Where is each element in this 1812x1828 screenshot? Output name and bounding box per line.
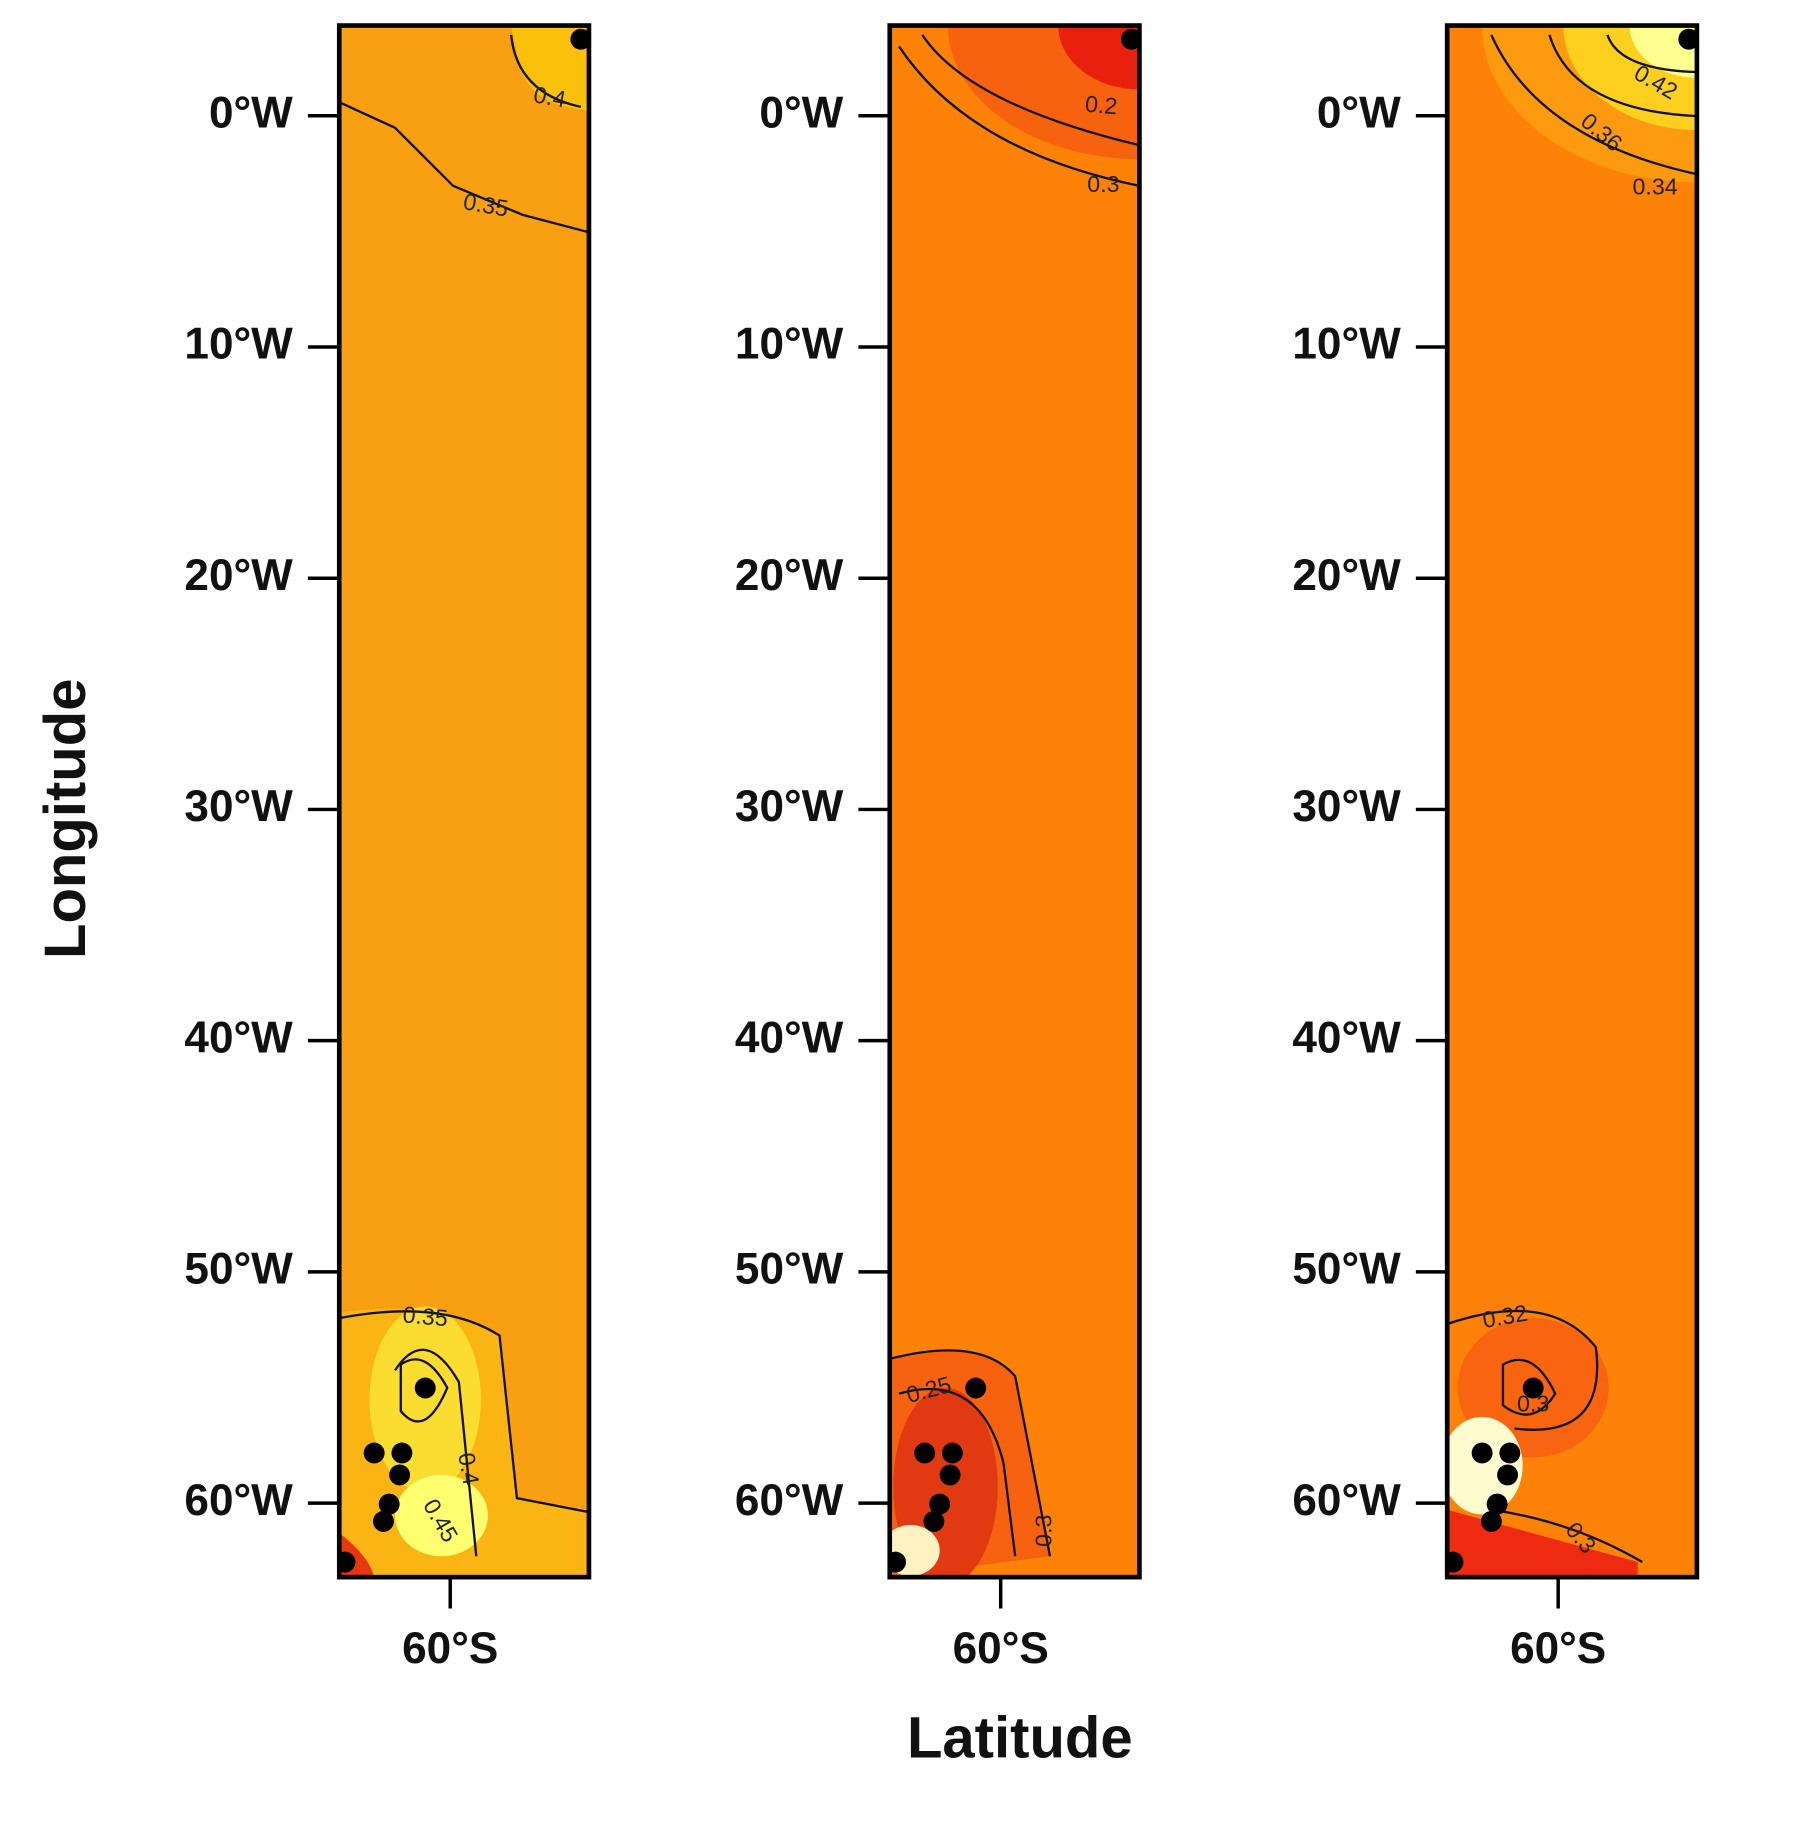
contour-label: 0.3 bbox=[1031, 1515, 1057, 1547]
plot-background bbox=[889, 25, 1140, 1578]
panel: 0.40.350.350.40.450°W10°W20°W30°W40°W50°… bbox=[184, 23, 592, 1673]
contour-line bbox=[889, 1349, 1052, 1557]
y-tick-label: 50°W bbox=[1292, 1245, 1401, 1294]
plot-background bbox=[1447, 25, 1697, 1578]
y-axis-label: Longitude bbox=[33, 679, 98, 959]
x-axis-label: Latitude bbox=[907, 1705, 1133, 1770]
y-tick-label: 40°W bbox=[1292, 1013, 1401, 1062]
station-point bbox=[414, 1377, 436, 1399]
contour-line bbox=[339, 1310, 589, 1514]
station-point bbox=[339, 1551, 356, 1573]
station-point bbox=[1486, 1493, 1508, 1515]
contour-label: 0.4 bbox=[532, 81, 568, 112]
station-point bbox=[965, 1377, 987, 1399]
contour-line bbox=[1501, 1358, 1557, 1416]
contour-region bbox=[1058, 25, 1140, 90]
station-point bbox=[378, 1493, 400, 1515]
y-tick-label: 20°W bbox=[735, 551, 844, 600]
y-tick-label: 10°W bbox=[735, 320, 844, 369]
x-tick-label: 60°S bbox=[402, 1624, 498, 1673]
y-tick-label: 20°W bbox=[1292, 551, 1401, 600]
contour-line bbox=[1491, 1508, 1643, 1564]
x-tick-label: 60°S bbox=[1510, 1624, 1606, 1673]
y-tick-label: 30°W bbox=[184, 782, 293, 831]
contour-field: 0.420.360.340.320.30.3 bbox=[1447, 25, 1697, 1578]
contour-field: 0.40.350.350.40.45 bbox=[339, 25, 589, 1578]
y-tick-label: 0°W bbox=[1317, 88, 1401, 137]
contour-line bbox=[898, 1387, 1017, 1557]
y-tick-label: 50°W bbox=[735, 1245, 844, 1294]
contour-line bbox=[509, 34, 582, 108]
y-tick-label: 60°W bbox=[1292, 1476, 1401, 1525]
station-point bbox=[1499, 1442, 1521, 1464]
contour-label: 0.35 bbox=[402, 1301, 449, 1331]
y-tick-label: 60°W bbox=[735, 1476, 844, 1525]
x-tick-label: 60°S bbox=[953, 1624, 1049, 1673]
contour-line bbox=[1548, 34, 1697, 118]
contour-region bbox=[1447, 1416, 1523, 1515]
station-point bbox=[1120, 28, 1140, 50]
contour-line bbox=[1490, 34, 1697, 176]
contour-label: 0.3 bbox=[1087, 171, 1119, 197]
contour-line bbox=[394, 1348, 478, 1557]
station-point bbox=[1522, 1377, 1544, 1399]
contour-line bbox=[1606, 34, 1697, 74]
plot-frame bbox=[336, 23, 592, 1580]
y-tick-label: 30°W bbox=[1292, 782, 1401, 831]
station-point bbox=[914, 1442, 936, 1464]
contour-region bbox=[511, 25, 589, 111]
y-tick-label: 60°W bbox=[184, 1476, 293, 1525]
contour-label: 0.4 bbox=[453, 1451, 484, 1487]
panel: 0.20.30.250.30°W10°W20°W30°W40°W50°W60°W… bbox=[735, 23, 1142, 1673]
station-point bbox=[941, 1442, 963, 1464]
station-point bbox=[570, 28, 589, 50]
y-tick-label: 20°W bbox=[184, 551, 293, 600]
station-point bbox=[1447, 1551, 1464, 1573]
station-point bbox=[923, 1510, 945, 1532]
station-point bbox=[1471, 1442, 1493, 1464]
contour-region bbox=[394, 1474, 488, 1557]
panel: 0.420.360.340.320.30.3 0°W 10°W 20°W 30°W 40°… bbox=[1292, 23, 1700, 1673]
station-point bbox=[1678, 28, 1697, 50]
y-tick-label: 40°W bbox=[184, 1013, 293, 1062]
station-point bbox=[363, 1442, 385, 1464]
station-point bbox=[1497, 1464, 1518, 1486]
contour-line bbox=[1447, 1309, 1599, 1431]
station-point bbox=[939, 1464, 961, 1486]
contour-label: 0.2 bbox=[1084, 91, 1118, 120]
y-tick-label: 0°W bbox=[209, 88, 293, 137]
station-point bbox=[391, 1442, 413, 1464]
contour-line bbox=[898, 45, 1140, 187]
y-tick-label: 0°W bbox=[759, 88, 843, 137]
station-point bbox=[372, 1510, 394, 1532]
station-point bbox=[389, 1464, 411, 1486]
station-point bbox=[889, 1551, 906, 1573]
y-tick-label: 30°W bbox=[735, 782, 844, 831]
contour-label: 0.34 bbox=[1632, 173, 1677, 199]
y-tick-label: 50°W bbox=[184, 1245, 293, 1294]
contour-field: 0.20.30.250.3 bbox=[889, 25, 1140, 1578]
contour-line bbox=[339, 101, 589, 234]
station-point bbox=[929, 1493, 951, 1515]
plot-frame bbox=[1444, 23, 1700, 1580]
y-tick-label: 10°W bbox=[184, 320, 293, 369]
station-point bbox=[1480, 1510, 1502, 1532]
y-tick-label: 10°W bbox=[1292, 320, 1401, 369]
y-tick-label: 40°W bbox=[735, 1013, 844, 1062]
contour-line bbox=[921, 34, 1140, 147]
plot-frame bbox=[887, 23, 1142, 1580]
contour-line bbox=[399, 1358, 449, 1423]
